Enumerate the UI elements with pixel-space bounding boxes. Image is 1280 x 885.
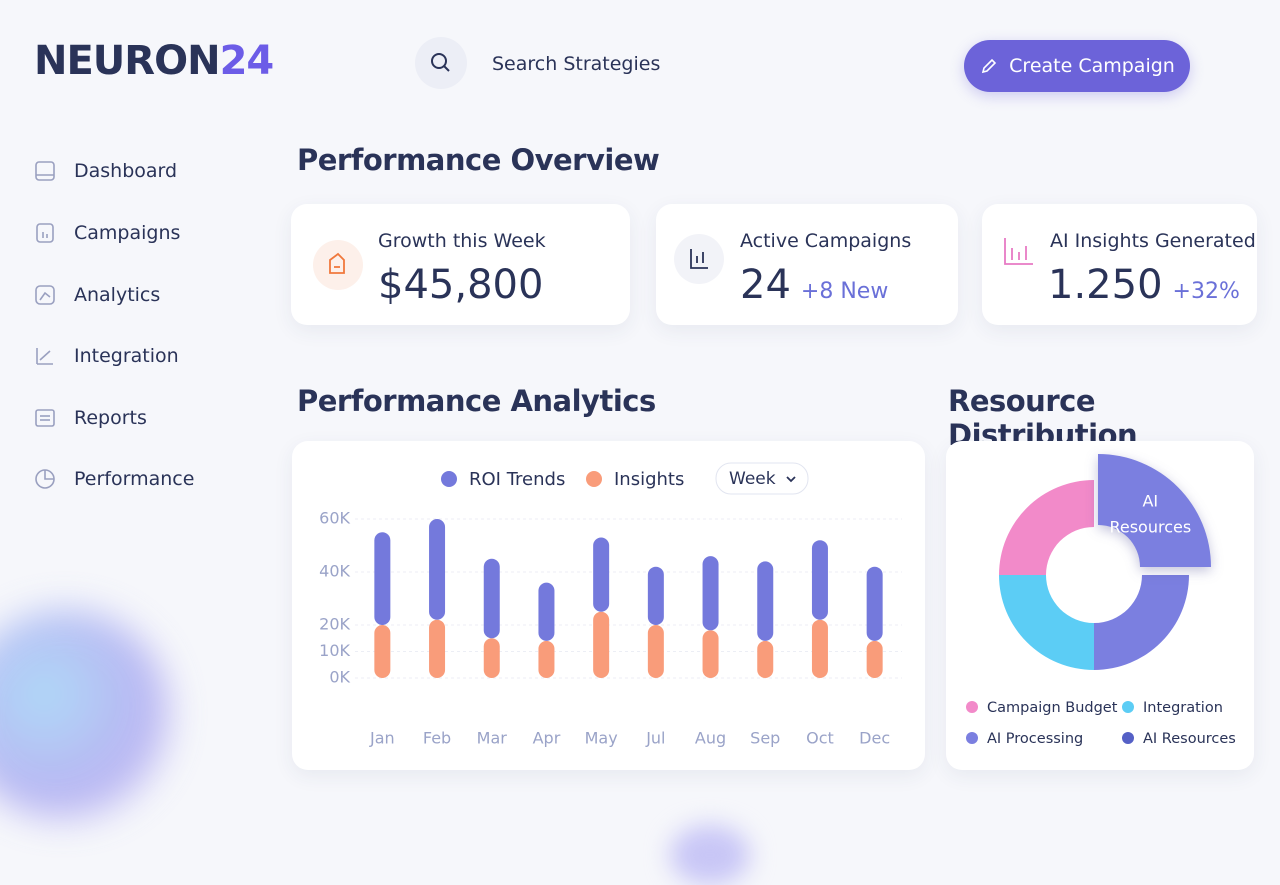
brand-name: NEURON: [34, 38, 221, 84]
pie-segment: [1094, 575, 1189, 670]
card-label: Growth this Week: [378, 230, 546, 252]
legend-swatch: [966, 701, 978, 713]
legend-swatch: [1122, 701, 1134, 713]
bar-segment: [538, 640, 555, 678]
x-tick-label: Feb: [423, 729, 451, 748]
bar-segment: [538, 582, 555, 641]
section-title: Performance Overview: [297, 143, 660, 177]
card-icon: [674, 234, 724, 284]
y-tick-label: 0K: [329, 668, 350, 687]
legend-label: AI Processing: [987, 731, 1083, 747]
stat-card: Active Campaigns 24 +8 New: [656, 204, 958, 325]
bar-segment: [647, 625, 664, 678]
card-delta: +8 New: [800, 279, 889, 304]
decoration: [0, 610, 170, 820]
card-number: 24: [740, 262, 791, 308]
nav-item[interactable]: Dashboard: [34, 160, 177, 182]
brand: NEURON24: [34, 38, 275, 84]
nav-label: Performance: [74, 468, 195, 490]
chart-title: Performance Analytics: [297, 384, 656, 418]
bar-segment: [374, 532, 391, 625]
nav-item[interactable]: Campaigns: [34, 222, 180, 244]
legend-label: AI Resources: [1143, 731, 1236, 747]
pie-segment: [1098, 454, 1211, 567]
bar-segment: [811, 619, 828, 678]
legend-label: ROI Trends: [469, 469, 565, 490]
y-tick-label: 40K: [319, 562, 350, 581]
dropdown-arrow: [786, 476, 796, 483]
x-tick-label: Dec: [859, 729, 890, 748]
page: NEURON24 Search Strategies Create Campai…: [0, 37, 1257, 885]
legend-label: Insights: [614, 469, 684, 490]
bar-segment: [593, 537, 610, 612]
bar-card: 0K 10K 20K 40K 60K ROI Trends Insights Week Jan F…: [292, 441, 925, 770]
card-label: Active Campaigns: [740, 230, 912, 252]
bar-segment: [757, 561, 774, 641]
card-icon: [1004, 238, 1033, 265]
nav-item[interactable]: Integration: [34, 345, 179, 367]
card-value: 24 +8 New: [740, 262, 888, 308]
bar-segment: [593, 611, 610, 678]
legend-swatch: [1122, 732, 1134, 744]
search-input[interactable]: Search Strategies: [492, 53, 661, 75]
decoration: [670, 825, 750, 885]
card-value: $45,800: [378, 262, 544, 308]
bar-segment: [866, 566, 883, 641]
nav-label: Dashboard: [74, 160, 178, 182]
legend-label: Integration: [1143, 700, 1223, 716]
nav-item[interactable]: Analytics: [34, 284, 160, 306]
bar-segment: [757, 640, 774, 678]
legend-label: Campaign Budget: [987, 700, 1118, 716]
card-icon: [313, 240, 363, 290]
legend-swatch: [441, 471, 457, 487]
x-tick-label: Mar: [477, 729, 508, 748]
button-label: Create Campaign: [1009, 55, 1175, 77]
pie-annotation: AI Resources: [1109, 491, 1191, 536]
pie-segment: [999, 480, 1094, 575]
pie-card: Campaign Budget Integration AI Processing A…: [946, 441, 1254, 770]
y-tick-label: 20K: [319, 615, 350, 634]
x-tick-label: Aug: [695, 729, 726, 748]
x-tick-label: Oct: [806, 729, 834, 748]
legend-swatch: [966, 732, 978, 744]
period-label: Week: [729, 469, 776, 489]
bar-segment: [702, 630, 719, 678]
period-dropdown[interactable]: [715, 462, 809, 495]
bar-segment: [811, 540, 828, 620]
x-tick-label: Apr: [533, 729, 561, 748]
bar-segment: [429, 619, 446, 678]
bar-segment: [483, 558, 500, 639]
nav-item[interactable]: Performance: [34, 468, 194, 490]
x-tick-label: Sep: [750, 729, 780, 748]
nav-label: Campaigns: [74, 222, 181, 244]
bar-segment: [483, 638, 500, 678]
y-tick-label: 10K: [319, 641, 350, 660]
y-tick-label: 60K: [319, 509, 350, 528]
nav-item[interactable]: Reports: [34, 407, 147, 429]
nav-label: Reports: [74, 407, 147, 429]
nav-label: Integration: [74, 345, 179, 367]
x-tick-label: May: [585, 729, 618, 748]
create-button[interactable]: Create Campaign: [964, 40, 1190, 92]
card-number: 1.250: [1048, 262, 1163, 308]
stat-card: Growth this Week $45,800: [291, 204, 630, 325]
brand-suffix: 24: [219, 38, 275, 84]
bar-chart: 0K 10K 20K 40K 60K ROI Trends Insights Week Jan F…: [319, 462, 902, 748]
pie-segment: [999, 575, 1094, 670]
legend-swatch: [586, 471, 602, 487]
bar-segment: [429, 519, 446, 620]
search-icon[interactable]: [415, 37, 467, 89]
bar-segment: [374, 625, 391, 678]
card-value: 1.250 +32%: [1048, 262, 1240, 308]
bar-segment: [866, 640, 883, 678]
card-label: AI Insights Generated: [1050, 230, 1256, 252]
stat-card: AI Insights Generated 1.250 +32%: [982, 204, 1257, 325]
nav-label: Analytics: [74, 284, 161, 306]
card-delta: +32%: [1172, 279, 1240, 304]
x-tick-label: Jan: [369, 729, 395, 748]
pie-chart: Campaign Budget Integration AI Processing A…: [966, 454, 1236, 747]
bar-segment: [702, 556, 719, 631]
x-tick-label: Jul: [645, 729, 665, 748]
bar-segment: [647, 566, 664, 625]
